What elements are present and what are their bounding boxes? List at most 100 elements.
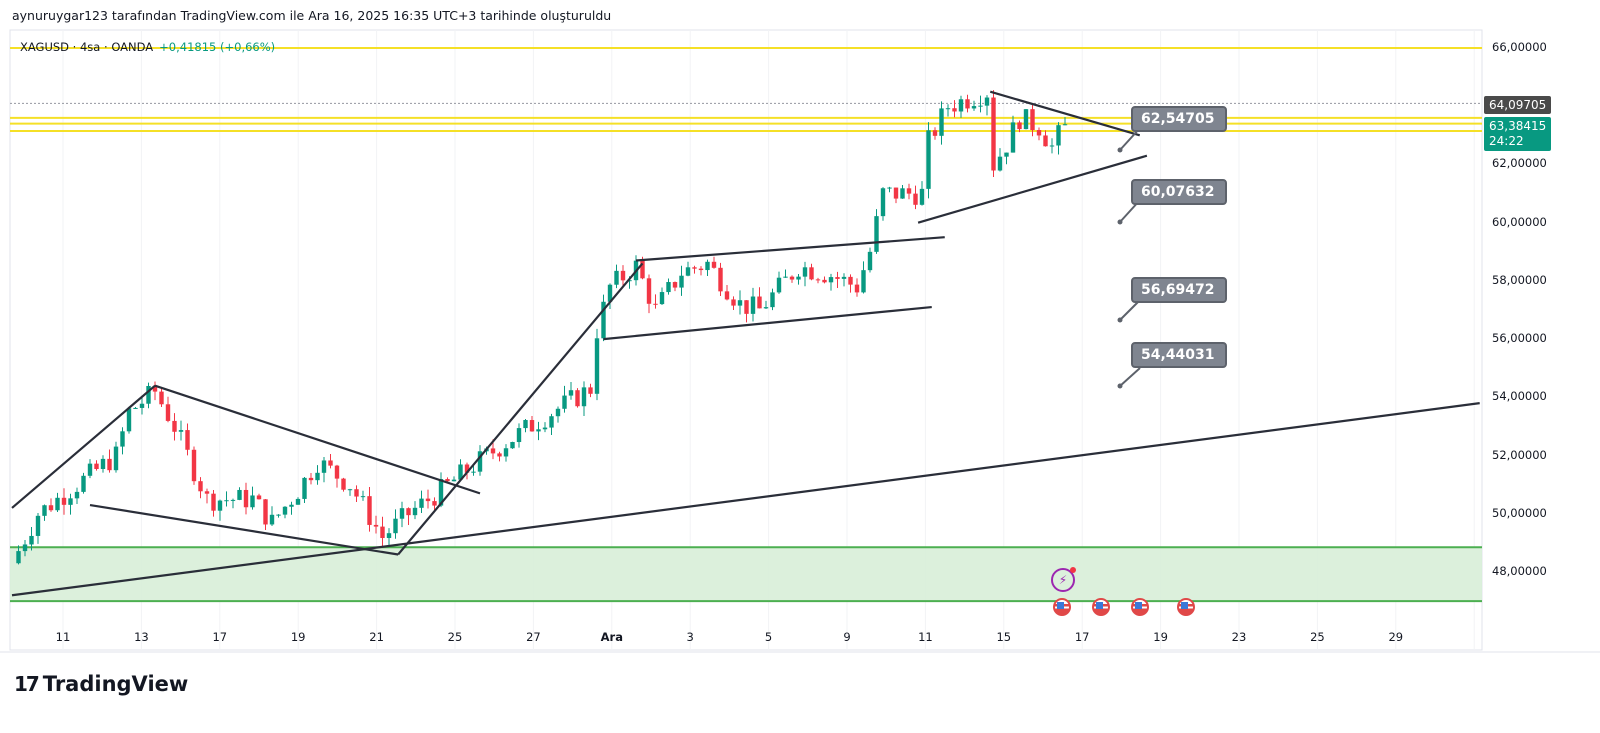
candle-body bbox=[87, 463, 93, 476]
candle-body bbox=[835, 277, 840, 279]
candle-body bbox=[575, 390, 580, 407]
candle-body bbox=[1043, 135, 1048, 147]
candle-body bbox=[211, 493, 216, 511]
candle-body bbox=[601, 301, 606, 339]
candle-body bbox=[172, 420, 177, 432]
candle-body bbox=[607, 284, 613, 302]
price-callout[interactable]: 56,69472 bbox=[1131, 277, 1227, 303]
trendline bbox=[603, 305, 932, 341]
candle-body bbox=[204, 491, 210, 494]
candle-body bbox=[107, 458, 112, 471]
callout-anchor bbox=[1117, 219, 1123, 225]
time-axis-label: 19 bbox=[1153, 630, 1168, 644]
candle-body bbox=[984, 97, 990, 106]
price-axis-label: 66,00000 bbox=[1492, 40, 1547, 54]
us-flag-event-icon[interactable] bbox=[1053, 598, 1071, 616]
price-axis-label: 58,00000 bbox=[1492, 272, 1547, 287]
us-flag-event-icon[interactable] bbox=[1092, 598, 1110, 616]
candle-body bbox=[230, 499, 236, 501]
candle-body bbox=[269, 514, 275, 525]
time-axis-label: 13 bbox=[134, 630, 149, 644]
candle-body bbox=[393, 518, 398, 534]
plot-frame bbox=[9, 29, 1483, 651]
candle-body bbox=[770, 292, 775, 308]
candle-body bbox=[399, 508, 405, 519]
candle-body bbox=[1017, 122, 1022, 130]
price-change: +0,41815 (+0,66%) bbox=[159, 40, 276, 54]
candle-body bbox=[802, 267, 808, 277]
time-axis-label: 25 bbox=[447, 630, 463, 644]
candle-body bbox=[438, 479, 444, 506]
candle-body bbox=[978, 105, 983, 107]
candle-body bbox=[692, 267, 697, 269]
candle-body bbox=[763, 307, 769, 309]
candle-body bbox=[568, 390, 574, 396]
trendline bbox=[989, 90, 1141, 137]
candle-body bbox=[490, 448, 496, 454]
candle-body bbox=[133, 407, 138, 409]
candle-body bbox=[406, 508, 411, 516]
candle-body bbox=[503, 448, 509, 457]
candle-body bbox=[29, 535, 34, 545]
trendline bbox=[635, 236, 945, 262]
last-price-tag: 63,38415 24:22 bbox=[1484, 117, 1552, 151]
candle-body bbox=[880, 188, 886, 217]
callout-anchor bbox=[1117, 317, 1123, 323]
us-flag-event-icon[interactable] bbox=[1131, 598, 1149, 616]
candle-body bbox=[321, 460, 327, 473]
candle-body bbox=[471, 471, 476, 473]
candle-body bbox=[263, 499, 268, 525]
candle-body bbox=[224, 500, 229, 502]
price-axis-label: 54,00000 bbox=[1492, 389, 1547, 404]
candle-body bbox=[94, 463, 99, 469]
candle-body bbox=[315, 472, 320, 481]
brand-name: TradingView bbox=[42, 672, 189, 696]
price-callout[interactable]: 60,07632 bbox=[1131, 179, 1227, 205]
tv-logo-icon: 17 bbox=[14, 672, 43, 696]
candle-body bbox=[386, 533, 392, 539]
price-callout[interactable]: 62,54705 bbox=[1131, 106, 1227, 132]
candle-body bbox=[672, 282, 678, 288]
price-axis-label: 60,00000 bbox=[1492, 214, 1547, 229]
candle-body bbox=[549, 416, 554, 428]
candle-body bbox=[22, 544, 28, 552]
time-axis-label: 17 bbox=[1074, 630, 1090, 644]
candle-body bbox=[458, 464, 463, 480]
us-flag-event-icon[interactable] bbox=[1177, 598, 1195, 616]
candle-body bbox=[614, 270, 619, 285]
price-axis-label: 50,00000 bbox=[1492, 505, 1547, 520]
candle-body bbox=[139, 403, 145, 408]
candle-body bbox=[588, 387, 593, 394]
candle-body bbox=[256, 495, 262, 500]
candle-body bbox=[328, 460, 333, 466]
candle-body bbox=[965, 99, 970, 109]
candle-body bbox=[1010, 122, 1016, 153]
candle-body bbox=[198, 481, 203, 492]
candle-body bbox=[74, 491, 80, 499]
candle-body bbox=[373, 524, 379, 527]
candle-body bbox=[55, 497, 60, 511]
candle-body bbox=[451, 479, 457, 482]
lightning-event-icon[interactable]: ⚡ bbox=[1051, 567, 1076, 592]
candle-body bbox=[354, 489, 359, 497]
candle-body bbox=[1056, 125, 1061, 146]
candle-body bbox=[744, 300, 749, 314]
candle-body bbox=[659, 292, 665, 305]
candle-body bbox=[620, 270, 626, 281]
candle-body bbox=[302, 477, 307, 499]
time-axis-label: 3 bbox=[686, 630, 694, 644]
candle-body bbox=[900, 188, 905, 199]
candle-body bbox=[445, 479, 450, 482]
callout-pointer bbox=[1119, 367, 1141, 387]
symbol-legend[interactable]: XAGUSD · 4sa · OANDA +0,41815 (+0,66%) bbox=[20, 40, 275, 54]
price-callout[interactable]: 54,44031 bbox=[1131, 342, 1227, 368]
candle-body bbox=[926, 130, 931, 189]
candle-body bbox=[906, 188, 912, 194]
trendline bbox=[11, 402, 1480, 597]
candle-body bbox=[217, 500, 223, 511]
candle-body bbox=[828, 277, 834, 283]
candle-body bbox=[783, 276, 788, 278]
candle-body bbox=[627, 280, 632, 282]
candle-body bbox=[367, 496, 372, 525]
